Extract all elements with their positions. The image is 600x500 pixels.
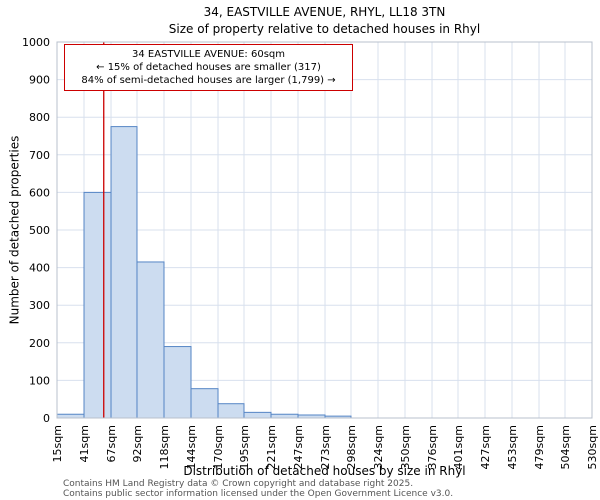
annotation-box: 34 EASTVILLE AVENUE: 60sqm ← 15% of deta… [64, 44, 353, 91]
svg-text:92sqm: 92sqm [131, 425, 144, 462]
footer: Contains HM Land Registry data © Crown c… [63, 479, 454, 499]
svg-text:100: 100 [29, 374, 50, 387]
svg-text:900: 900 [29, 74, 50, 87]
svg-text:195sqm: 195sqm [238, 425, 251, 469]
svg-text:247sqm: 247sqm [292, 425, 305, 469]
svg-text:600: 600 [29, 186, 50, 199]
svg-text:504sqm: 504sqm [559, 425, 572, 469]
svg-text:700: 700 [29, 149, 50, 162]
svg-text:530sqm: 530sqm [586, 425, 599, 469]
svg-text:15sqm: 15sqm [51, 425, 64, 462]
annotation-larger-text: 84% of semi-detached houses are larger (… [81, 75, 336, 86]
svg-text:1000: 1000 [22, 36, 50, 49]
svg-text:67sqm: 67sqm [105, 425, 118, 462]
svg-text:118sqm: 118sqm [158, 425, 171, 469]
svg-text:221sqm: 221sqm [265, 425, 278, 469]
svg-text:401sqm: 401sqm [452, 425, 465, 469]
svg-text:41sqm: 41sqm [78, 425, 91, 462]
footer-line-1: Contains HM Land Registry data © Crown c… [63, 479, 414, 489]
svg-text:453sqm: 453sqm [506, 425, 519, 469]
svg-text:144sqm: 144sqm [185, 425, 198, 469]
svg-text:200: 200 [29, 337, 50, 350]
svg-text:500: 500 [29, 224, 50, 237]
svg-text:350sqm: 350sqm [399, 425, 412, 469]
x-axis-title: Distribution of detached houses by size … [183, 464, 466, 478]
svg-text:300: 300 [29, 299, 50, 312]
svg-text:800: 800 [29, 111, 50, 124]
footer-line-2: Contains public sector information licen… [63, 488, 454, 499]
svg-text:273sqm: 273sqm [319, 425, 332, 469]
annotation-title: 34 EASTVILLE AVENUE: 60sqm [132, 49, 285, 60]
annotation-smaller-text: ← 15% of detached houses are smaller (31… [96, 62, 321, 73]
svg-text:170sqm: 170sqm [212, 425, 225, 469]
svg-text:400: 400 [29, 262, 50, 275]
svg-text:324sqm: 324sqm [372, 425, 385, 469]
svg-text:376sqm: 376sqm [426, 425, 439, 469]
svg-text:479sqm: 479sqm [533, 425, 546, 469]
chart-title: 34, EASTVILLE AVENUE, RHYL, LL18 3TN [203, 5, 446, 19]
svg-text:0: 0 [43, 412, 50, 425]
chart-subtitle: Size of property relative to detached ho… [168, 22, 481, 36]
svg-text:427sqm: 427sqm [479, 425, 492, 469]
svg-text:298sqm: 298sqm [345, 425, 358, 469]
